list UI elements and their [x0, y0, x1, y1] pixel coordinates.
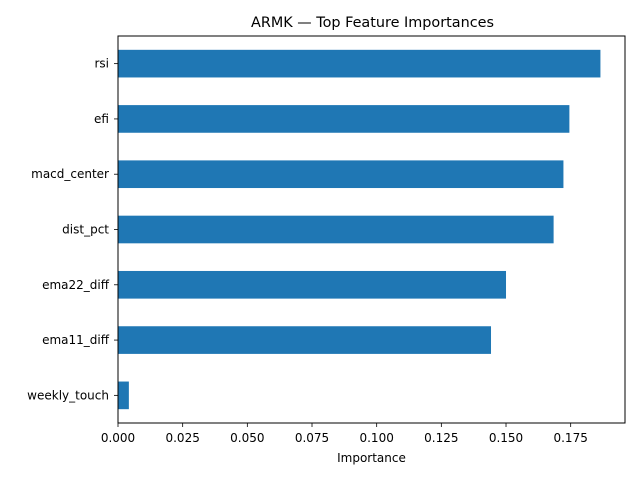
x-tick-label: 0.000 — [101, 431, 135, 445]
y-tick-label: dist_pct — [62, 223, 109, 237]
bar-ema11_diff — [118, 326, 492, 354]
x-tick-label: 0.150 — [489, 431, 523, 445]
bars-group — [118, 49, 601, 410]
bar-ema22_diff — [118, 270, 507, 299]
chart-title: ARMK — Top Feature Importances — [251, 15, 494, 31]
bar-macd_center — [118, 160, 564, 189]
y-tick-label: weekly_touch — [27, 388, 109, 402]
y-tick-label: macd_center — [31, 167, 109, 181]
y-tick-label: ema11_diff — [42, 333, 110, 347]
x-tick-label: 0.100 — [359, 431, 393, 445]
y-axis-ticks: rsi efi macd_center dist_pct ema22_diff ema11… — [27, 57, 118, 402]
y-tick-label: rsi — [94, 57, 109, 71]
x-tick-label: 0.175 — [553, 431, 587, 445]
x-tick-label: 0.125 — [424, 431, 458, 445]
y-tick-label: efi — [94, 112, 109, 126]
bar-efi — [118, 105, 570, 133]
x-axis-title: Importance — [337, 451, 406, 465]
x-tick-label: 0.025 — [165, 431, 199, 445]
x-tick-label: 0.075 — [295, 431, 329, 445]
x-tick-label: 0.050 — [230, 431, 264, 445]
plot-frame — [117, 35, 626, 424]
y-tick-label: ema22_diff — [42, 278, 110, 292]
x-axis-ticks: 0.000 0.025 0.050 0.075 0.100 0.125 0.150 0.175 — [101, 423, 588, 445]
bar-weekly_touch — [118, 381, 129, 410]
bar-rsi — [118, 49, 601, 78]
bar-dist_pct — [118, 215, 554, 244]
